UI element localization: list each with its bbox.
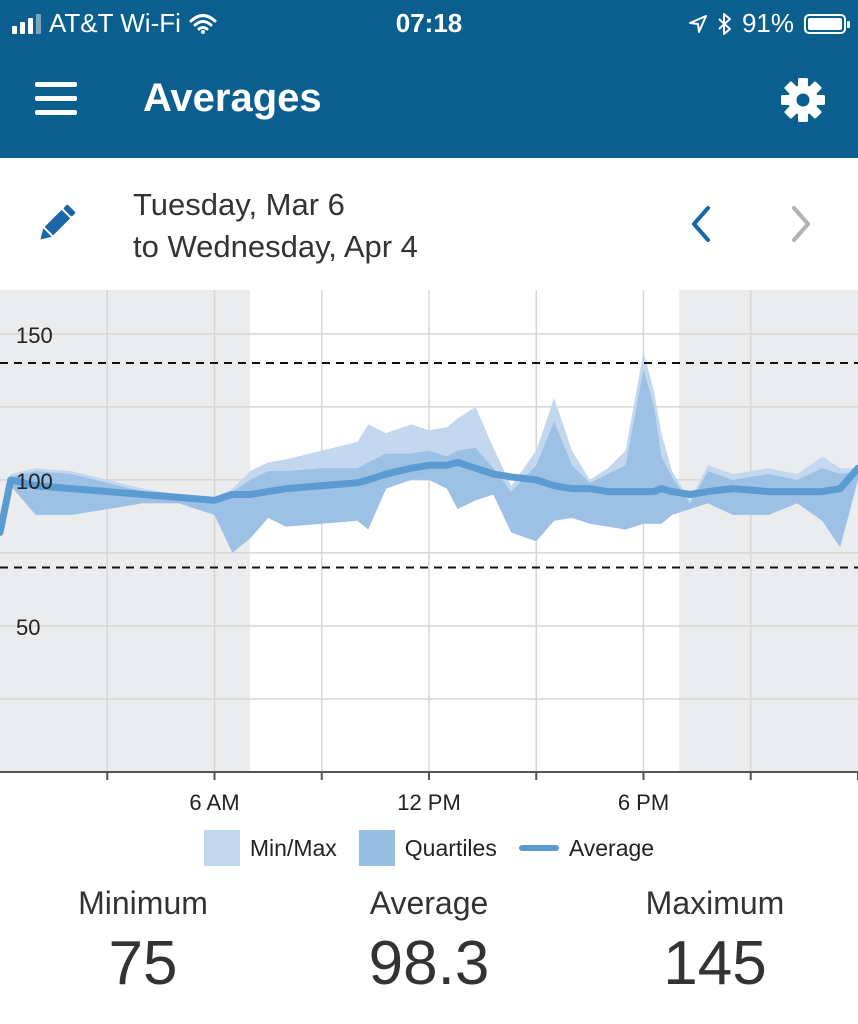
average-value: 98.3	[368, 929, 490, 998]
night-shading-0	[0, 290, 251, 772]
battery-icon	[804, 13, 850, 34]
x-tick-label: 6 AM	[189, 790, 239, 815]
clock: 07:18	[395, 8, 463, 38]
date-range-end: to Wednesday, Apr 4	[133, 229, 418, 264]
chart-legend: Min/Max Quartiles Average	[0, 826, 858, 870]
stat-average: Average 98.3	[286, 885, 572, 999]
y-tick-label: 100	[16, 469, 53, 494]
chevron-left-icon[interactable]	[684, 204, 720, 244]
chevron-right-icon[interactable]	[782, 204, 818, 244]
x-tick-label: 6 PM	[618, 790, 669, 815]
y-tick-label: 50	[16, 615, 40, 640]
date-range-start: Tuesday, Mar 6	[133, 187, 345, 222]
minimum-value: 75	[108, 929, 178, 998]
bluetooth-icon	[718, 12, 731, 35]
legend-quartiles: Quartiles	[358, 830, 497, 866]
pencil-icon[interactable]	[32, 200, 80, 248]
signal-icon	[12, 13, 41, 34]
quartiles-band	[0, 368, 858, 553]
carrier-label: AT&T Wi-Fi	[49, 8, 181, 38]
maximum-label: Maximum	[645, 885, 785, 921]
date-range-text[interactable]: Tuesday, Mar 6 to Wednesday, Apr 4	[133, 184, 418, 268]
wifi-icon	[189, 13, 217, 34]
average-swatch	[518, 845, 559, 851]
battery-percent: 91%	[741, 8, 794, 38]
status-right: 91%	[688, 8, 850, 39]
page-title: Averages	[143, 76, 322, 120]
legend-average-label: Average	[568, 834, 655, 861]
app-bar: Averages	[0, 44, 858, 158]
x-tick-label: 12 PM	[397, 790, 461, 815]
night-shading-1	[679, 290, 858, 772]
legend-average: Average	[518, 834, 655, 862]
average-label: Average	[369, 885, 489, 921]
minimum-label: Minimum	[78, 885, 208, 921]
stats-row: Minimum 75 Average 98.3 Maximum 145	[0, 885, 858, 999]
status-bar: AT&T Wi-Fi 07:18 91%	[0, 0, 858, 44]
minmax-swatch	[203, 830, 240, 866]
menu-icon[interactable]	[35, 82, 77, 116]
location-arrow-icon	[688, 14, 707, 33]
legend-quartiles-label: Quartiles	[404, 834, 497, 861]
status-left: AT&T Wi-Fi	[12, 8, 217, 39]
date-range-bar: Tuesday, Mar 6 to Wednesday, Apr 4	[0, 158, 858, 290]
stat-maximum: Maximum 145	[572, 885, 858, 999]
stat-minimum: Minimum 75	[0, 885, 286, 999]
legend-minmax-label: Min/Max	[249, 834, 337, 861]
quartiles-swatch	[358, 830, 395, 866]
average-line	[0, 458, 858, 536]
averages-chart: 50 100 150 6 AM 12 PM 6 PM	[0, 290, 858, 815]
legend-minmax: Min/Max	[203, 830, 337, 866]
maximum-value: 145	[663, 929, 767, 998]
gear-icon[interactable]	[780, 77, 826, 123]
y-tick-label: 150	[16, 323, 53, 348]
